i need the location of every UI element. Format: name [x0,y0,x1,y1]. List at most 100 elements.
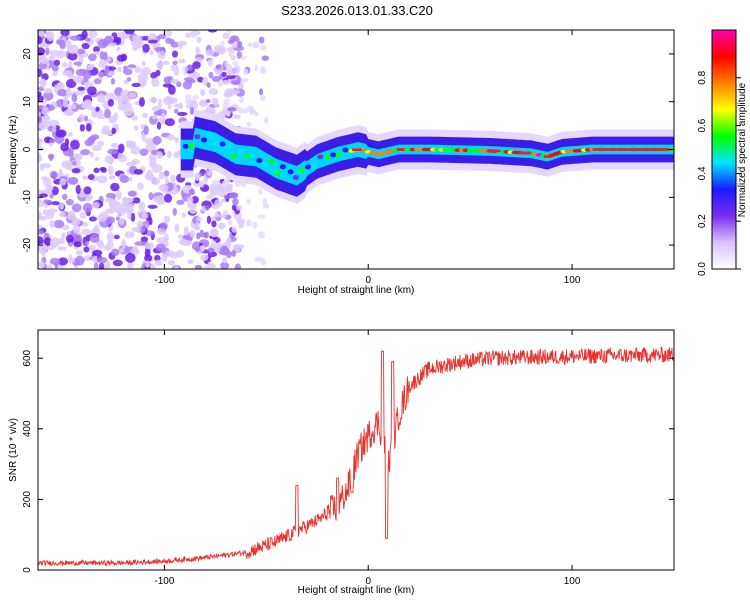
spectrogram-cell [87,86,97,96]
spectrogram-cell [163,76,172,84]
spectrogram-cell [136,182,145,191]
spectrogram-cell [115,189,122,200]
spectrogram-cell [71,93,78,103]
spectrogram-cell [89,233,100,243]
spectrogram-cell [154,259,163,267]
spectrogram-cell [233,114,241,120]
spectrogram-cell [122,208,134,213]
spectrogram-cell [207,170,213,177]
spectrogram-cell [65,234,74,243]
spectrogram-cell [207,30,218,33]
spectrogram-cell [106,92,116,102]
spectrogram-cell [70,103,77,110]
spectrogram-cell [70,139,80,150]
spectrogram-cell [55,129,66,138]
x-tick-label: 0 [365,576,371,587]
spectrogram-cell [83,115,89,122]
spectrogram-cell [117,152,124,162]
spectrogram-cell [208,88,219,96]
spectrogram-cell [189,188,195,196]
spectrogram-cell [93,167,100,174]
spectrogram-cell [163,215,171,224]
spectrogram-cell [233,65,241,74]
spectrogram-cell [93,46,100,53]
spectrogram-cell [128,140,137,148]
spectrogram-cell [258,36,265,44]
y-tick-label: 0 [22,567,33,573]
spectrogram-cell [123,102,133,108]
spectrogram-cell [113,36,122,43]
spectrogram-cell [57,246,67,251]
spectrogram-cell [68,254,73,264]
spectrogram-cell [96,256,108,264]
spectrogram-cell [231,204,237,211]
spectrogram-cell [154,47,165,52]
spectrogram-cell [131,115,139,121]
spectrogram-cell [43,88,53,94]
spectrogram-cell [106,232,115,242]
spectrogram-cell [99,51,105,60]
spectrogram-cell [49,170,58,179]
spectrogram-cell [78,113,85,122]
spectrogram-cell [119,217,125,226]
spectrogram-cell [97,175,108,184]
spectrogram-cell [93,78,102,85]
spectrogram-cell [113,111,118,122]
spectrogram-cell [194,221,200,230]
ridge-core-cell [187,143,194,149]
spectrogram-cell [192,61,201,69]
ridge-peak [543,155,552,159]
spectrogram-cell [124,252,136,263]
spectrogram-cell [42,209,49,215]
spectrogram-cell [38,193,48,198]
spectrogram-cell [98,59,107,68]
spectrogram-cell [48,119,60,127]
spectrogram-cell [218,222,226,230]
spectrogram-cell [222,257,228,264]
spectrogram-cell [83,255,92,262]
ridge-core-cell [201,137,208,143]
ridge-core-cell [214,141,221,147]
spectrogram-cell [73,75,84,84]
spectrogram-cell [215,64,222,70]
ridge-core-cell [249,153,256,159]
spectrogram-cell [100,167,107,173]
spectrogram-cell [84,99,92,108]
spectrogram-cell [144,242,155,250]
spectrogram-cell [237,220,245,229]
spectrogram-cell [83,186,92,195]
spectrogram-cell [46,264,53,269]
spectrogram-cell [183,226,189,236]
spectrogram-cell [73,61,82,66]
spectrogram-cell [196,232,201,240]
snr-background [38,330,674,570]
spectrogram-cell [210,240,217,246]
ridge-core-cell [342,147,349,153]
spectrogram-cell [38,230,45,235]
spectrogram-cell [62,224,70,231]
spectrogram-cell [221,79,231,85]
snr-y-label: SNR (10 * v/v) [8,418,19,482]
spectrogram-cell [88,245,97,250]
spectrogram-cell [249,109,257,114]
spectrogram-cell [195,46,201,55]
spectrogram-cell [173,103,184,108]
spectrogram-cell [111,127,117,135]
spectrogram-cell [60,30,70,37]
spectrogram-cell [82,71,92,80]
spectrogram-cell [258,188,263,195]
spectrogram-cell [205,98,211,104]
spectrogram-cell [53,59,61,66]
spectrogram-cell [86,64,94,71]
spectrogram-cell [178,42,183,50]
spectrogram-cell [245,219,252,227]
spectrogram-cell [42,115,51,121]
spectrogram-cell [96,93,106,103]
spectrogram-cell [205,204,210,211]
spectrogram-cell [227,185,233,193]
spectrogram-cell [243,68,249,76]
spectrogram-cell [48,138,56,144]
spectrogram-cell [127,176,133,182]
spectrogram-cell [149,157,157,167]
y-tick-label: -20 [22,237,33,252]
